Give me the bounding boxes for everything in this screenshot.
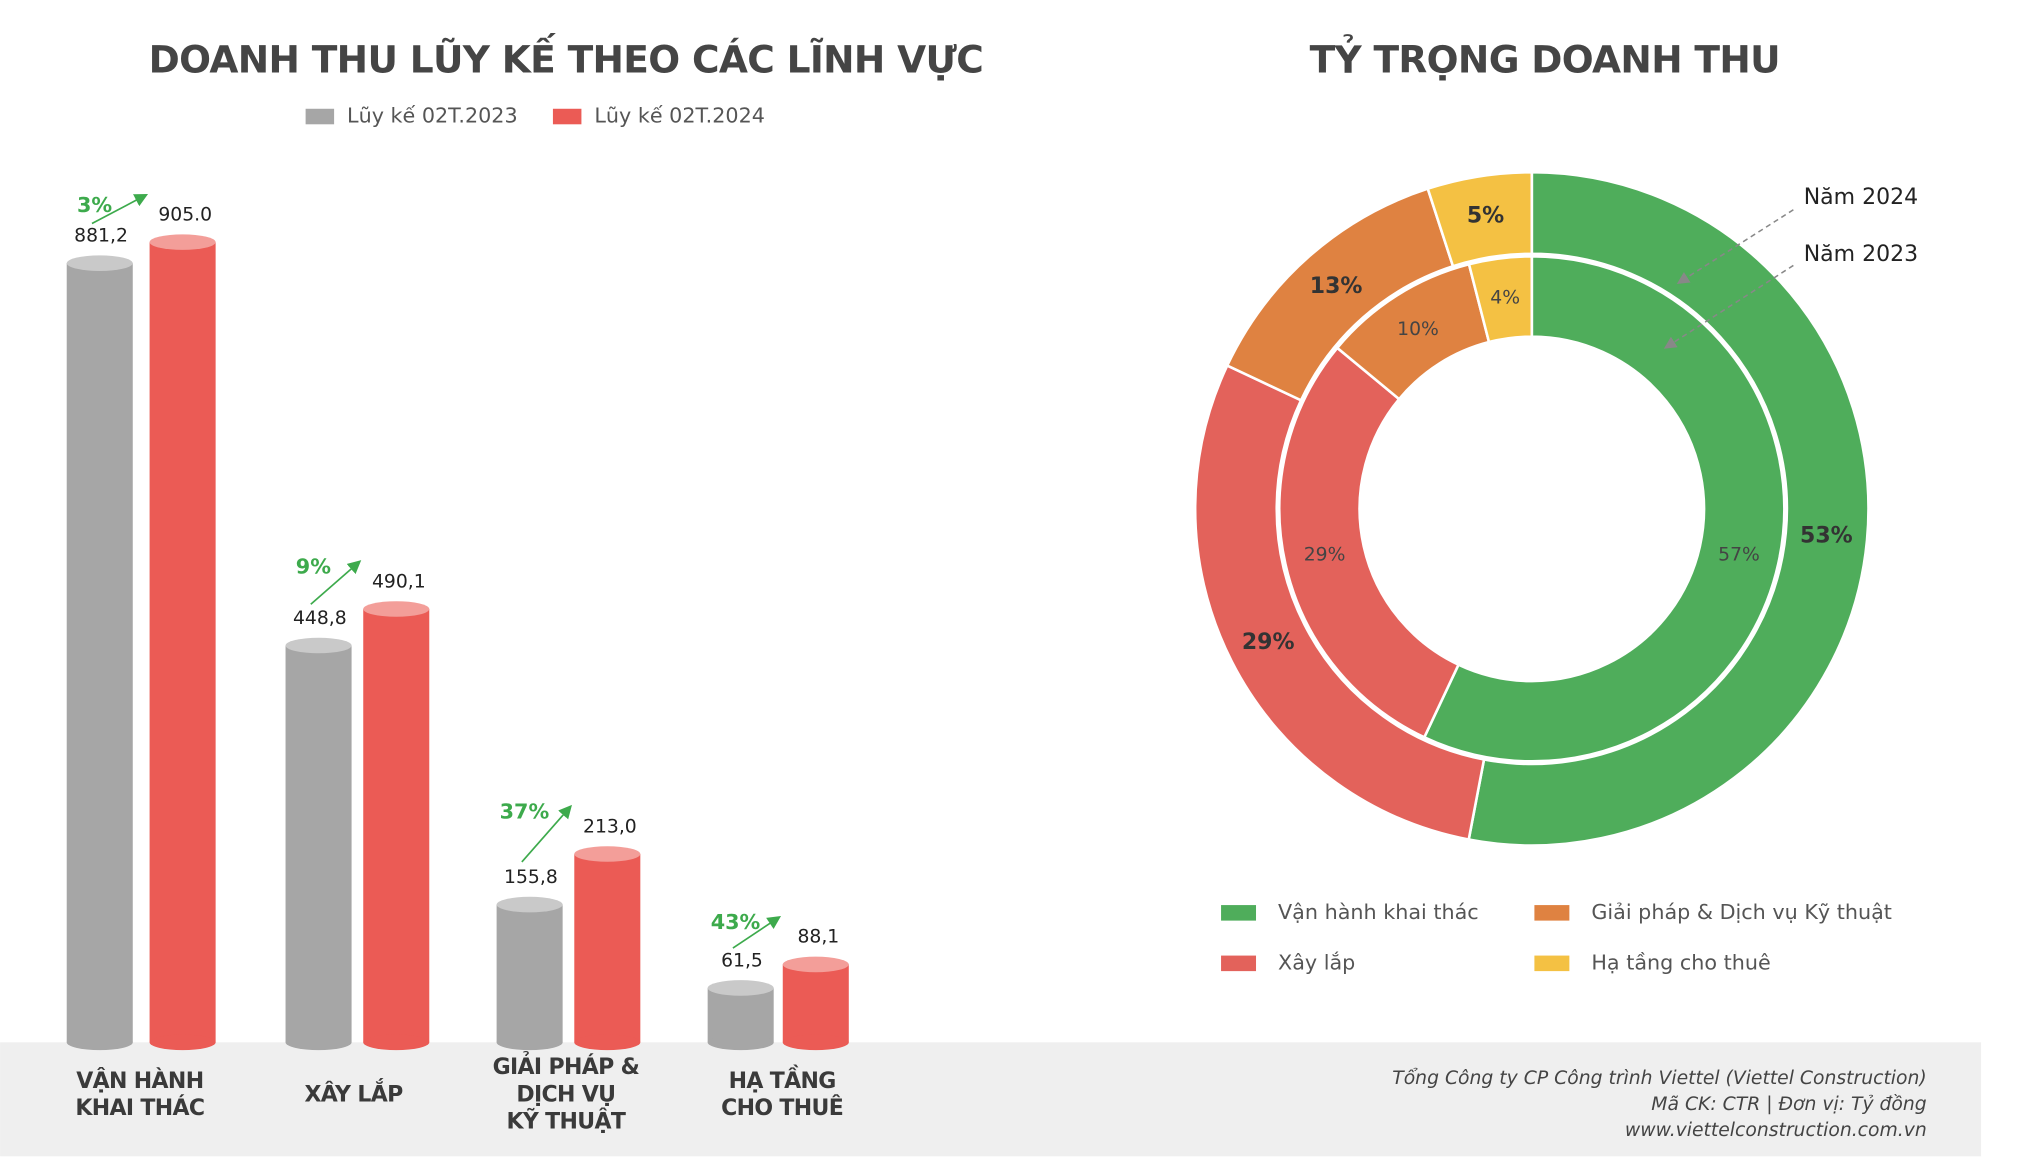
category-label: VẬN HÀNH (76, 1067, 203, 1094)
bar-cap (782, 956, 849, 973)
category-label: GIẢI PHÁP & (493, 1052, 640, 1080)
legend-swatch (305, 108, 335, 125)
bar-cap (496, 896, 563, 913)
data-label: 57% (1718, 545, 1760, 566)
legend-swatch (552, 108, 582, 125)
footer-info: Mã CK: CTR | Đơn vị: Tỷ đồng (1651, 1093, 1927, 1115)
value-label: 490,1 (372, 571, 426, 592)
growth-label: 37% (500, 800, 550, 824)
donut-chart-title: TỶ TRỌNG DOANH THU (1310, 34, 1780, 82)
value-label: 155,8 (504, 867, 558, 888)
growth-arrow (521, 804, 572, 863)
category-label: KỸ THUẬT (506, 1108, 625, 1135)
growth-arrow (310, 560, 362, 605)
data-label: 5% (1467, 204, 1504, 229)
bar-cap (285, 637, 352, 654)
donut-segment (1278, 346, 1461, 740)
category-label: DỊCH VỤ (516, 1082, 615, 1107)
bar-cap (149, 234, 216, 250)
legend-swatch (1534, 905, 1570, 921)
bar (66, 263, 133, 1043)
bar-bottom (66, 1034, 133, 1051)
data-label: 29% (1242, 630, 1295, 655)
legend-label: Vận hành khai thác (1278, 900, 1479, 924)
ring-pointer (1663, 264, 1794, 349)
category-label: CHO THUÊ (721, 1095, 843, 1121)
growth-label: 3% (77, 193, 112, 217)
category-label: HẠ TẦNG (729, 1065, 836, 1094)
bar-bottom (149, 1034, 216, 1051)
value-label: 88,1 (797, 927, 839, 948)
bar-bottom (574, 1034, 641, 1051)
data-label: 53% (1800, 524, 1853, 549)
bar (782, 964, 849, 1043)
ring-label: Năm 2024 (1804, 185, 1918, 210)
data-label: 29% (1304, 545, 1346, 566)
category-label: KHAI THÁC (75, 1095, 204, 1121)
bar-bottom (363, 1034, 430, 1051)
value-label: 61,5 (721, 950, 763, 971)
legend-swatch (1221, 905, 1257, 921)
bar (574, 853, 641, 1043)
growth-label: 43% (711, 910, 761, 934)
legend-swatch (1534, 955, 1570, 972)
bar (496, 904, 563, 1043)
bar (285, 645, 352, 1043)
bar (707, 987, 774, 1043)
bar-cap (363, 601, 430, 617)
data-label: 4% (1490, 288, 1520, 309)
value-label: 448,8 (293, 608, 347, 629)
bar-bottom (285, 1034, 352, 1051)
ring-label: Năm 2023 (1804, 242, 1918, 267)
data-label: 10% (1397, 319, 1439, 340)
bar-cap (66, 255, 133, 271)
bar (149, 242, 216, 1043)
bar-bottom (782, 1034, 849, 1051)
bar-chart-title: DOANH THU LŨY KẾ THEO CÁC LĨNH VỰC (149, 33, 983, 82)
legend-label: Lũy kế 02T.2024 (594, 104, 765, 128)
category-label: XÂY LẮP (304, 1078, 403, 1107)
donut-segment (1193, 363, 1486, 842)
value-label: 905.0 (158, 204, 212, 225)
legend-label: Hạ tầng cho thuê (1591, 950, 1770, 974)
bar-cap (707, 980, 774, 996)
donut-segment (1426, 170, 1534, 268)
donut-segment (1467, 170, 1870, 847)
bar-bottom (496, 1034, 563, 1051)
bar-cap (574, 846, 641, 862)
footer-company: Tổng Công ty CP Công trình Viettel (Viet… (1392, 1067, 1926, 1089)
growth-arrow (732, 915, 782, 949)
growth-label: 9% (296, 555, 331, 579)
footer-website: www.viettelconstruction.com.vn (1625, 1120, 1927, 1141)
legend-label: Xây lắp (1278, 950, 1355, 974)
data-label: 13% (1310, 274, 1363, 299)
bar-bottom (707, 1034, 774, 1051)
legend-label: Giải pháp & Dịch vụ Kỹ thuật (1591, 900, 1892, 924)
value-label: 213,0 (583, 816, 637, 837)
legend-label: Lũy kế 02T.2023 (347, 104, 518, 128)
legend-swatch (1221, 955, 1257, 972)
bar (363, 608, 430, 1043)
ring-pointer (1676, 209, 1794, 284)
donut-segment (1467, 255, 1534, 344)
footer-band (0, 1042, 1982, 1157)
donut-segment (1422, 255, 1786, 763)
growth-arrow (91, 193, 149, 225)
value-label: 881,2 (74, 225, 128, 246)
